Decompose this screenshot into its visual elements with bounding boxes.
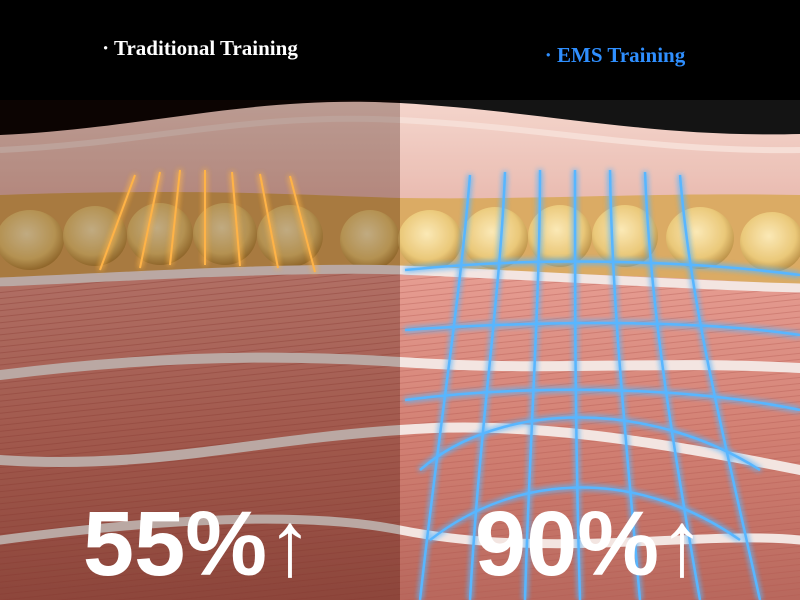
panel-stat: 55%↑ [83,493,313,595]
panel-label: · Traditional Training [102,36,298,60]
fascia-lines [0,264,800,549]
skin-line [0,115,800,154]
header-band [0,0,800,100]
fat-cells [0,203,800,272]
panel-stat: 90%↑ [475,493,705,595]
orange-signal [99,169,316,273]
panel-label: · EMS Training [545,43,686,67]
blue-signal [404,169,800,600]
